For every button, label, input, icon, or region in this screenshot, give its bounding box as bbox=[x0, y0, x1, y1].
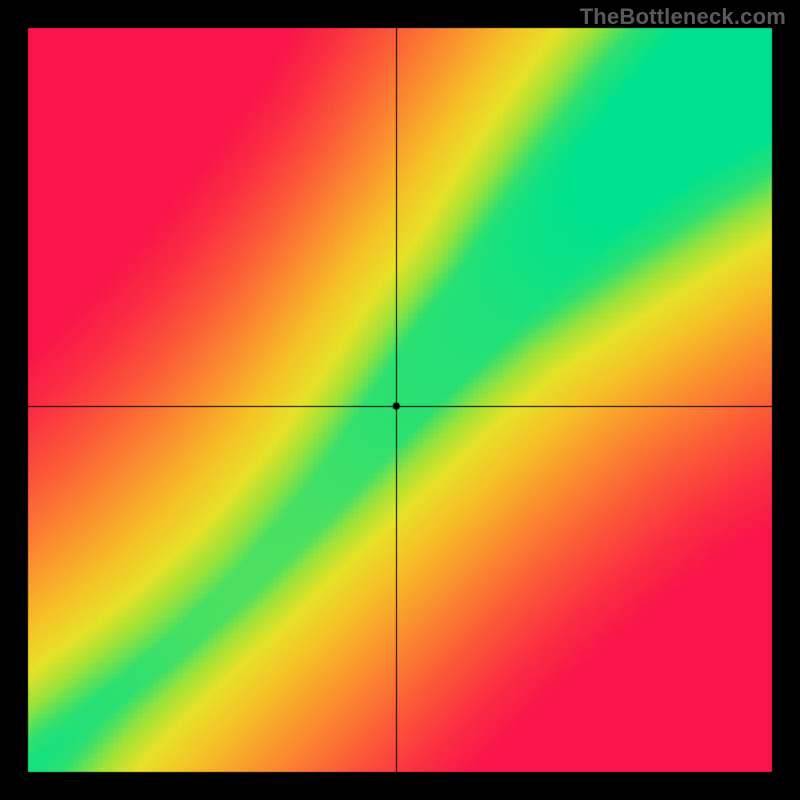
chart-container: TheBottleneck.com bbox=[0, 0, 800, 800]
heatmap-canvas bbox=[0, 0, 800, 800]
watermark-text: TheBottleneck.com bbox=[580, 4, 786, 30]
